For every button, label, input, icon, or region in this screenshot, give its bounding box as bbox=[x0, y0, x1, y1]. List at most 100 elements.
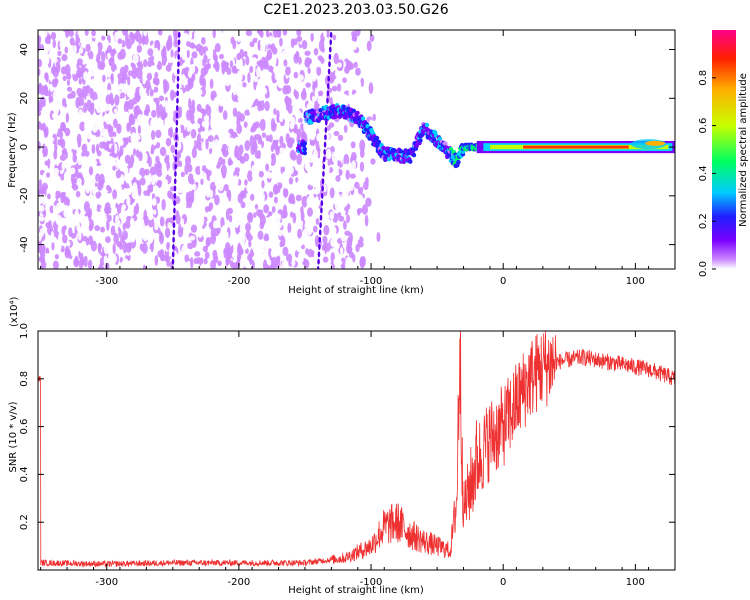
spectral-blob bbox=[202, 30, 209, 36]
spectral-blob bbox=[147, 184, 154, 192]
spectral-blob bbox=[266, 111, 272, 118]
spectral-blob bbox=[280, 108, 285, 117]
spectral-blob bbox=[349, 173, 356, 179]
spectral-blob bbox=[116, 132, 122, 142]
spectral-streak bbox=[173, 185, 177, 192]
spectral-blob bbox=[186, 49, 190, 59]
spectral-blob bbox=[347, 33, 353, 42]
spectral-blob bbox=[188, 249, 193, 260]
spectral-blob bbox=[101, 51, 106, 63]
spectral-blob bbox=[187, 69, 193, 79]
spectral-blob bbox=[259, 118, 266, 131]
spectral-blob bbox=[87, 244, 92, 252]
spectral-streak bbox=[324, 126, 328, 133]
spectral-blob bbox=[179, 124, 185, 133]
spectral-blob bbox=[152, 185, 159, 195]
track-point bbox=[437, 136, 443, 141]
spectral-blob bbox=[67, 180, 73, 189]
spectral-streak bbox=[174, 148, 178, 155]
spectral-blob bbox=[52, 159, 58, 165]
spectral-blob bbox=[157, 263, 161, 269]
spectral-blob bbox=[330, 229, 336, 235]
spectral-blob bbox=[271, 124, 277, 132]
spectral-blob bbox=[152, 139, 157, 146]
spectral-streak bbox=[327, 75, 330, 82]
colorbar-label: Normalized spectral amplitude bbox=[738, 73, 749, 227]
track-point bbox=[351, 108, 357, 114]
spectral-blob bbox=[348, 232, 353, 244]
spectral-blob bbox=[75, 36, 81, 44]
spectral-blob bbox=[227, 160, 234, 166]
spectral-blob bbox=[149, 212, 154, 221]
spectral-blob bbox=[161, 165, 167, 174]
spectral-blob bbox=[166, 255, 171, 267]
spectral-blob bbox=[265, 120, 271, 129]
spectral-blob bbox=[199, 74, 205, 86]
spectral-blob bbox=[370, 158, 376, 165]
spectral-blob bbox=[187, 164, 193, 173]
spectral-streak bbox=[173, 200, 176, 207]
colorbar: 0.0 0.2 0.4 0.6 0.8 Normalized spectral ampl… bbox=[698, 30, 749, 277]
spectral-blob bbox=[123, 64, 129, 74]
spectral-streak bbox=[321, 185, 324, 192]
spectral-blob bbox=[38, 88, 42, 95]
spectral-blob bbox=[300, 211, 305, 222]
spectral-blob bbox=[188, 139, 195, 148]
spectral-streak bbox=[173, 192, 177, 199]
spectral-blob bbox=[147, 48, 154, 56]
spectral-blob bbox=[100, 150, 107, 157]
spectral-blob bbox=[296, 153, 303, 166]
spectral-blob bbox=[66, 86, 73, 92]
spectral-blob bbox=[155, 141, 161, 149]
spectral-blob bbox=[292, 104, 297, 116]
spectral-blob bbox=[165, 206, 172, 217]
spectral-blob bbox=[203, 257, 208, 265]
spectral-blob bbox=[197, 242, 202, 250]
spectral-blob bbox=[170, 144, 176, 154]
spectral-blob bbox=[151, 109, 157, 118]
spectral-blob bbox=[234, 167, 240, 173]
spectral-blob bbox=[149, 88, 154, 97]
spectral-blob bbox=[245, 55, 250, 66]
spectral-blob bbox=[357, 39, 364, 47]
spectral-streak bbox=[318, 236, 322, 243]
spectral-blob bbox=[222, 110, 228, 121]
spectral-blob bbox=[158, 95, 165, 102]
spectral-blob bbox=[174, 195, 181, 205]
spectral-blob bbox=[204, 93, 210, 102]
spectral-streak bbox=[172, 229, 176, 236]
spectral-blob bbox=[212, 249, 218, 261]
spectral-blob bbox=[246, 234, 253, 242]
spectral-blob bbox=[220, 78, 226, 88]
spectral-blob bbox=[107, 214, 112, 222]
spectral-blob bbox=[68, 30, 74, 37]
spectral-blob bbox=[292, 240, 299, 247]
spectral-blob bbox=[116, 123, 122, 134]
spectral-streak bbox=[175, 105, 179, 112]
spectral-blob bbox=[232, 65, 237, 72]
spectral-blob bbox=[259, 30, 264, 39]
spectral-blob bbox=[247, 48, 253, 59]
spectral-blob bbox=[306, 146, 312, 153]
spectral-streak bbox=[323, 148, 326, 155]
spectral-blob bbox=[263, 59, 267, 66]
spectral-blob bbox=[308, 151, 314, 164]
spectral-blob bbox=[218, 202, 223, 212]
spectral-blob bbox=[337, 40, 342, 47]
spectral-blob bbox=[154, 58, 158, 66]
spectral-streak bbox=[317, 251, 321, 258]
spectral-blob bbox=[165, 30, 169, 38]
y-tick-label: 1.0 bbox=[19, 323, 30, 339]
colorbar-tick-label: 0.8 bbox=[698, 70, 709, 86]
spectral-blob bbox=[65, 112, 70, 123]
spectral-blob bbox=[369, 34, 375, 42]
spectral-blob bbox=[99, 263, 103, 269]
spectral-blob bbox=[154, 222, 159, 231]
spectral-blob bbox=[38, 35, 42, 43]
spectral-blob bbox=[132, 53, 139, 64]
spectral-blob bbox=[228, 128, 234, 134]
spectral-blob bbox=[53, 149, 58, 160]
spectral-blob bbox=[209, 50, 214, 57]
spectral-blob bbox=[47, 136, 55, 143]
spectral-blob bbox=[51, 241, 55, 251]
